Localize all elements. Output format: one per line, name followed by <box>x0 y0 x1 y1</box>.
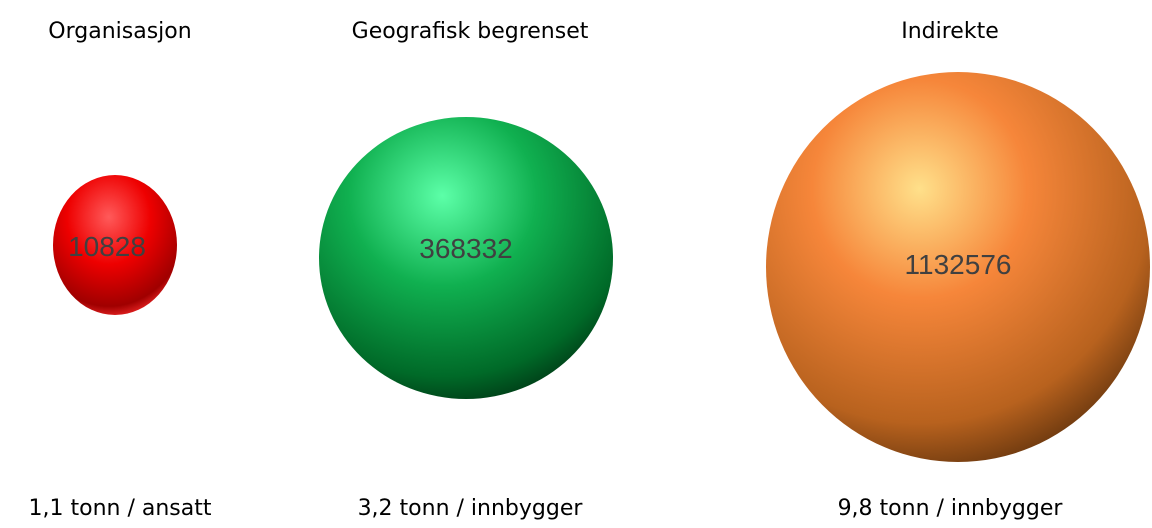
sphere <box>53 175 177 315</box>
sphere-value: 1132576 <box>905 249 1012 280</box>
column-title: Indirekte <box>901 19 999 44</box>
sphere-value: 10828 <box>68 231 146 262</box>
per-capita-label: 1,1 tonn / ansatt <box>29 496 212 521</box>
sphere-value: 368332 <box>419 233 512 264</box>
per-capita-label: 9,8 tonn / innbygger <box>838 496 1064 521</box>
per-capita-label: 3,2 tonn / innbygger <box>358 496 584 521</box>
sphere <box>766 72 1150 462</box>
column-title: Geografisk begrenset <box>352 19 589 44</box>
sphere <box>319 117 613 399</box>
column-title: Organisasjon <box>48 19 191 44</box>
